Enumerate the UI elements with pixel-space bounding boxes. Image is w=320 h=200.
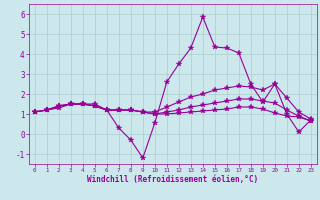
X-axis label: Windchill (Refroidissement éolien,°C): Windchill (Refroidissement éolien,°C) [87,175,258,184]
